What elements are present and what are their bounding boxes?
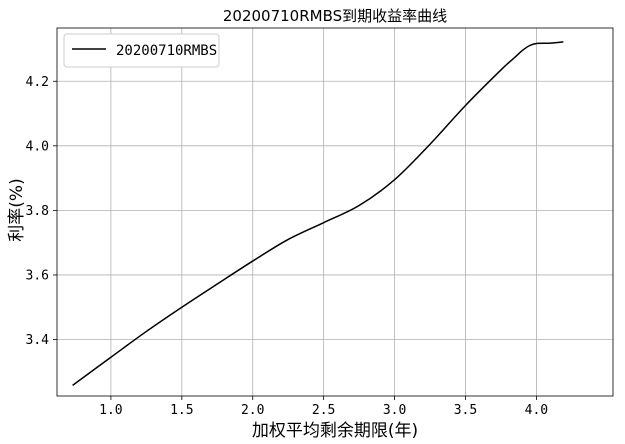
x-tick-label: 3.5 [454,403,477,418]
x-tick-label: 2.5 [312,403,335,418]
x-tick-label: 3.0 [383,403,406,418]
legend: 20200710RMBS [63,33,220,68]
x-tick-label: 2.0 [241,403,264,418]
legend-label: 20200710RMBS [116,43,217,59]
y-tick-label: 4.2 [26,75,49,90]
x-tick-label: 4.0 [525,403,548,418]
y-tick-label: 3.6 [26,268,49,283]
x-axis-ticks: 1.0 1.5 2.0 2.5 3.0 3.5 4.0 [99,396,548,418]
series-line [72,41,564,386]
y-tick-label: 3.4 [26,333,50,348]
y-axis-ticks: 3.4 3.6 3.8 4.0 4.2 [26,75,57,348]
series-layer [72,41,564,386]
x-axis-label: 加权平均剩余期限(年) [252,421,418,441]
y-tick-label: 3.8 [26,204,49,219]
plot-frame [56,27,614,397]
y-axis-label: 利率(%) [7,178,27,241]
legend-box [63,33,220,68]
gridlines [57,28,613,396]
x-tick-label: 1.0 [99,403,122,418]
chart-title: 20200710RMBS到期收益率曲线 [223,7,447,25]
y-tick-label: 4.0 [26,139,49,154]
x-tick-label: 1.5 [170,403,193,418]
